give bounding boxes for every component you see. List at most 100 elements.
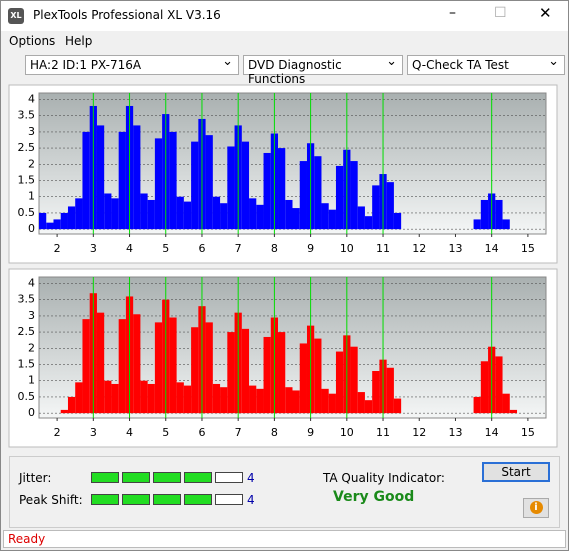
peak-shift-meter: [91, 494, 246, 508]
bar: [183, 385, 192, 414]
x-tick-label: 5: [162, 426, 169, 439]
y-tick-label: 1: [28, 190, 35, 203]
y-tick-label: 4: [28, 92, 35, 105]
bar: [104, 380, 112, 414]
bar: [75, 382, 83, 414]
bar: [321, 203, 329, 230]
x-tick-label: 3: [90, 426, 97, 439]
meter-segment: [91, 494, 119, 505]
bar: [147, 199, 155, 230]
bar: [154, 322, 163, 414]
bar: [314, 338, 322, 414]
menu-options[interactable]: Options: [9, 34, 56, 48]
menu-help[interactable]: Help: [65, 34, 93, 48]
bar: [278, 332, 286, 414]
bar: [314, 156, 322, 230]
bar: [292, 208, 300, 230]
bar: [53, 219, 61, 230]
bar: [183, 201, 192, 230]
bar: [372, 185, 380, 230]
bar: [473, 219, 481, 230]
y-tick-label: 0.5: [18, 390, 36, 403]
bar: [169, 131, 177, 230]
function-select[interactable]: DVD Diagnostic Functions: [243, 54, 403, 86]
meter-segment: [215, 472, 243, 483]
bar: [205, 322, 213, 414]
bar: [147, 383, 155, 414]
drive-select[interactable]: HA:2 ID:1 PX-716A: [25, 54, 239, 75]
x-tick-label: 4: [126, 426, 133, 439]
maximize-button[interactable]: ☐: [494, 5, 507, 21]
bar: [60, 409, 68, 414]
bar: [357, 206, 365, 230]
bar: [140, 380, 148, 414]
bar: [328, 393, 336, 414]
y-tick-label: 4: [28, 276, 35, 289]
peak-shift-value: 4: [247, 493, 255, 507]
window-title: PlexTools Professional XL V3.16: [33, 8, 221, 22]
bar: [133, 314, 141, 414]
bar: [285, 387, 293, 414]
bar: [67, 206, 76, 230]
x-tick-label: 14: [485, 426, 499, 439]
bar: [96, 125, 105, 230]
bar: [241, 141, 250, 230]
bar: [118, 131, 126, 230]
bar: [220, 203, 228, 230]
bar: [321, 388, 329, 414]
bar: [140, 193, 148, 230]
bar: [46, 222, 54, 230]
bar: [82, 319, 90, 414]
x-tick-label: 8: [271, 426, 278, 439]
bar: [212, 383, 221, 414]
y-tick-label: 3: [28, 309, 35, 322]
x-tick-label: 15: [521, 242, 535, 255]
y-tick-label: 3.5: [18, 109, 36, 122]
bar: [495, 356, 503, 414]
bar: [191, 327, 199, 414]
start-button[interactable]: Start: [482, 462, 550, 482]
bar: [480, 361, 489, 414]
bar: [393, 398, 402, 414]
meter-segment: [122, 472, 150, 483]
bar: [241, 328, 250, 414]
bar: [502, 219, 510, 230]
info-button[interactable]: i: [523, 498, 549, 518]
bar: [509, 409, 518, 414]
bar: [212, 196, 221, 230]
meter-segment: [153, 494, 181, 505]
bar: [364, 216, 373, 230]
close-button[interactable]: ✕: [539, 4, 552, 22]
y-tick-label: 3: [28, 125, 35, 138]
bar: [350, 346, 358, 414]
bar: [357, 392, 365, 414]
y-tick-label: 2.5: [18, 141, 36, 154]
x-tick-label: 6: [198, 426, 205, 439]
x-tick-label: 13: [448, 426, 462, 439]
bar: [227, 146, 235, 230]
x-tick-label: 2: [54, 426, 61, 439]
y-tick-label: 0: [28, 222, 35, 235]
ta-label: TA Quality Indicator:: [323, 471, 445, 485]
y-tick-label: 2: [28, 157, 35, 170]
x-tick-label: 11: [376, 426, 390, 439]
bar: [249, 385, 257, 414]
jitter-label: Jitter:: [19, 471, 52, 485]
bar: [292, 390, 300, 414]
x-tick-label: 10: [340, 242, 354, 255]
x-tick-label: 7: [235, 426, 242, 439]
jitter-meter: [91, 472, 246, 486]
bar: [393, 212, 402, 230]
bar: [111, 198, 119, 230]
bar: [249, 198, 257, 230]
y-tick-label: 3.5: [18, 293, 36, 306]
bar: [169, 317, 177, 414]
bar: [473, 396, 481, 414]
bar: [386, 182, 394, 230]
bar: [154, 138, 163, 230]
bar: [256, 388, 264, 414]
test-select[interactable]: Q-Check TA Test: [407, 54, 565, 75]
bar: [350, 161, 358, 230]
bar: [82, 131, 90, 230]
minimize-button[interactable]: –: [449, 5, 456, 21]
